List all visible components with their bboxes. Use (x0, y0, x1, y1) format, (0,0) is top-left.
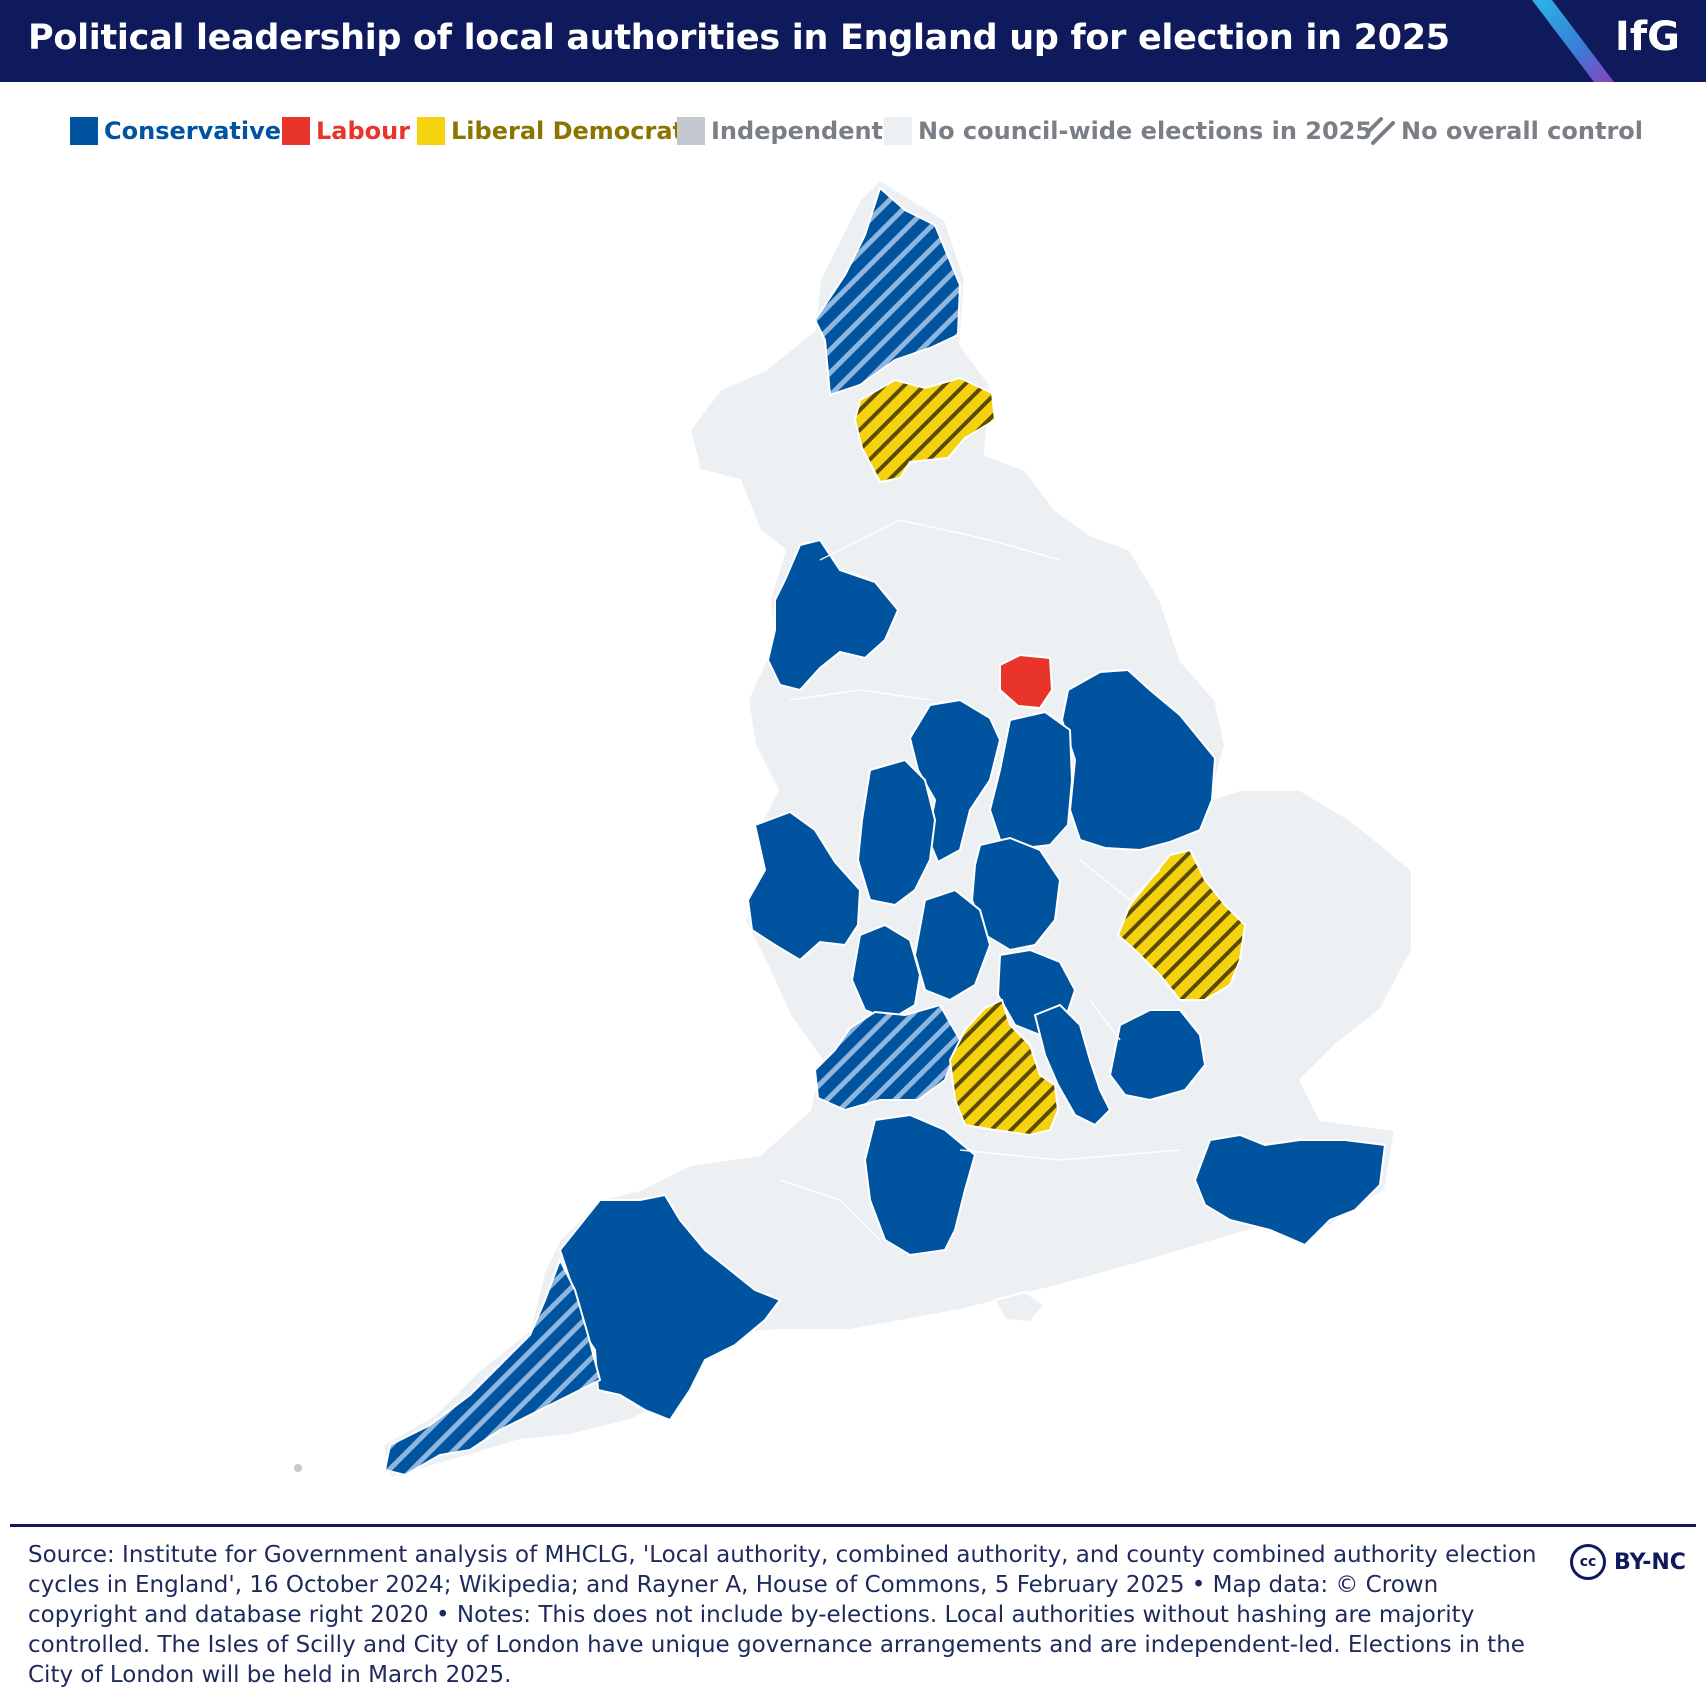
region-oxfordshire (948, 998, 1060, 1137)
england-map (0, 150, 1706, 1530)
legend-item-noc: No overall control (1367, 114, 1643, 148)
region-gloucestershire (813, 1003, 962, 1112)
footer-divider (10, 1524, 1696, 1527)
region-isle-of-wight (993, 1290, 1047, 1324)
legend-swatch-no-election (884, 117, 912, 145)
region-durham (853, 376, 997, 484)
region-warwickshire (913, 888, 992, 1002)
license-label: BY-NC (1614, 1549, 1686, 1575)
license-badge: cc BY-NC (1570, 1542, 1686, 1582)
region-lancashire (766, 538, 900, 692)
map-legend: Conservative Labour Liberal Democrat Ind… (0, 114, 1706, 148)
legend-label-labour: Labour (316, 117, 411, 145)
region-worcestershire (850, 923, 922, 1022)
region-cambridgeshire (1116, 848, 1247, 1001)
legend-label-libdem: Liberal Democrat (451, 117, 685, 145)
region-buckinghamshire (1033, 1003, 1112, 1127)
legend-label-noc: No overall control (1401, 117, 1644, 145)
source-notes: Source: Institute for Government analysi… (28, 1542, 1537, 1688)
legend-item-no-election: No council-wide elections in 2025 (884, 114, 1372, 148)
header-bar: Political leadership of local authoritie… (0, 0, 1706, 82)
region-nottinghamshire (988, 710, 1074, 850)
hatch-icon (1367, 117, 1395, 145)
legend-swatch-independent (677, 117, 705, 145)
page-title: Political leadership of local authoritie… (28, 18, 1450, 58)
region-leicestershire (970, 836, 1062, 952)
region-staffordshire (856, 758, 937, 907)
region-doncaster (999, 653, 1054, 710)
logo-stripe-icon (1532, 0, 1614, 82)
legend-label-conservative: Conservative (104, 117, 282, 145)
region-cornwall (383, 1257, 602, 1477)
cc-icon: cc (1570, 1544, 1606, 1580)
boundary-lines (779, 519, 1181, 1241)
region-isles-of-scilly (294, 1464, 302, 1472)
legend-swatch-labour (282, 117, 310, 145)
region-shropshire (746, 810, 862, 962)
legend-item-labour: Labour (282, 114, 410, 148)
legend-swatch-libdem (417, 117, 445, 145)
legend-item-independent: Independent (677, 114, 883, 148)
region-hertfordshire (1108, 1009, 1207, 1102)
legend-label-independent: Independent (711, 117, 884, 145)
legend-swatch-conservative (70, 117, 98, 145)
region-wiltshire (863, 1113, 977, 1257)
legend-item-conservative: Conservative (70, 114, 281, 148)
ifg-logo: IfG (1614, 14, 1680, 60)
region-kent (1193, 1133, 1387, 1247)
region-northumberland (813, 186, 962, 397)
legend-label-no-election: No council-wide elections in 2025 (918, 117, 1373, 145)
legend-item-libdem: Liberal Democrat (417, 114, 684, 148)
